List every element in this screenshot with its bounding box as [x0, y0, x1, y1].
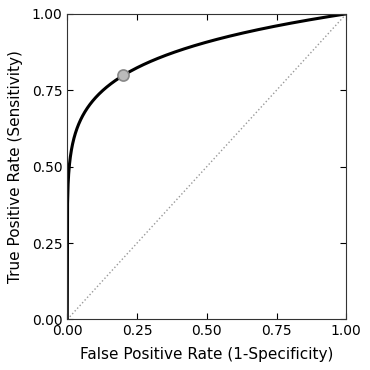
X-axis label: False Positive Rate (1-Specificity): False Positive Rate (1-Specificity)	[80, 347, 333, 361]
Y-axis label: True Positive Rate (Sensitivity): True Positive Rate (Sensitivity)	[9, 50, 23, 283]
